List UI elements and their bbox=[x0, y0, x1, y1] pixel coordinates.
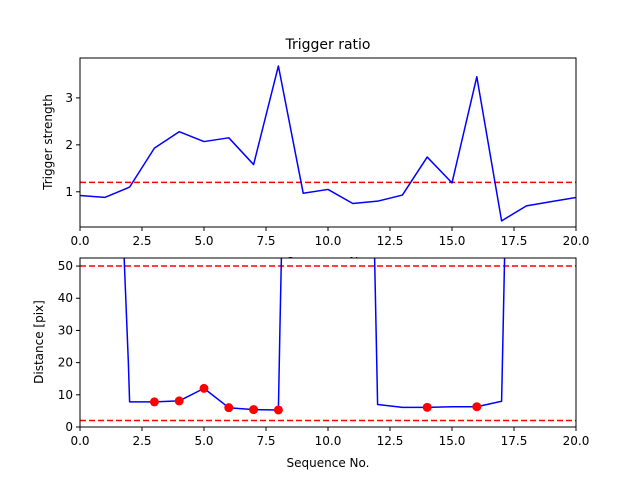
data-point bbox=[472, 402, 482, 412]
x-tick-label: 0.0 bbox=[70, 434, 89, 448]
y-axis-label: Distance [pix] bbox=[32, 300, 46, 384]
data-point bbox=[174, 396, 184, 406]
y-tick-label: 40 bbox=[58, 291, 73, 305]
data-point bbox=[249, 405, 259, 415]
trigger-plot-area bbox=[80, 65, 576, 222]
y-tick-label: 2 bbox=[65, 138, 73, 152]
x-tick-label: 7.5 bbox=[256, 434, 275, 448]
x-tick-label: 15.0 bbox=[439, 434, 466, 448]
data-point bbox=[224, 403, 234, 413]
x-tick-label: 0.0 bbox=[70, 234, 89, 248]
x-tick-label: 2.5 bbox=[132, 234, 151, 248]
y-tick-label: 20 bbox=[58, 356, 73, 370]
trigger-axis-ticks: 0.0 2.5 5.0 7.5 10.0 12.5 15.0 17.5 20.0 1 2 3 bbox=[65, 91, 589, 248]
y-axis-label: Trigger strength bbox=[41, 94, 55, 191]
series-line bbox=[373, 258, 506, 409]
distance-panel: Sequence No. Distance [pix] 0.0 2.5 5.0 7.5… bbox=[32, 257, 590, 470]
x-tick-label: 20.0 bbox=[563, 234, 590, 248]
plot-content bbox=[80, 258, 576, 422]
distance-axis-ticks: 0.0 2.5 5.0 7.5 10.0 12.5 15.0 17.5 20.0 0 10 20 30 4… bbox=[58, 259, 590, 448]
chart-title: Trigger ratio bbox=[284, 37, 370, 53]
data-point bbox=[422, 402, 432, 412]
distance-axes-frame bbox=[79, 257, 577, 428]
y-tick-label: 0 bbox=[65, 420, 73, 434]
x-tick-label: 20.0 bbox=[563, 434, 590, 448]
bottom-panel-background bbox=[80, 258, 576, 427]
x-tick-label: 10.0 bbox=[315, 234, 342, 248]
trigger-axes-frame bbox=[79, 57, 577, 228]
y-tick-label: 50 bbox=[58, 259, 73, 273]
x-tick-label: 7.5 bbox=[256, 234, 275, 248]
x-tick-label: 5.0 bbox=[194, 234, 213, 248]
x-tick-label: 10.0 bbox=[315, 434, 342, 448]
data-point bbox=[199, 383, 209, 393]
y-tick-label: 1 bbox=[65, 185, 73, 199]
distance-plot-area bbox=[80, 258, 576, 422]
y-tick-label: 10 bbox=[58, 388, 73, 402]
x-tick-label: 2.5 bbox=[132, 434, 151, 448]
x-axis-label: Sequence No. bbox=[287, 456, 370, 470]
series-line bbox=[80, 65, 576, 222]
data-point bbox=[149, 397, 159, 407]
plot-content bbox=[80, 65, 576, 222]
x-tick-label: 15.0 bbox=[439, 234, 466, 248]
x-tick-label: 12.5 bbox=[377, 234, 404, 248]
trigger-ratio-panel: Trigger ratio Sequence No. Trigger stren… bbox=[41, 37, 589, 269]
x-tick-label: 5.0 bbox=[194, 434, 213, 448]
x-tick-label: 12.5 bbox=[377, 434, 404, 448]
data-point bbox=[273, 405, 283, 415]
y-tick-label: 3 bbox=[65, 91, 73, 105]
x-tick-label: 17.5 bbox=[501, 434, 528, 448]
x-tick-label: 17.5 bbox=[501, 234, 528, 248]
y-tick-label: 30 bbox=[58, 323, 73, 337]
